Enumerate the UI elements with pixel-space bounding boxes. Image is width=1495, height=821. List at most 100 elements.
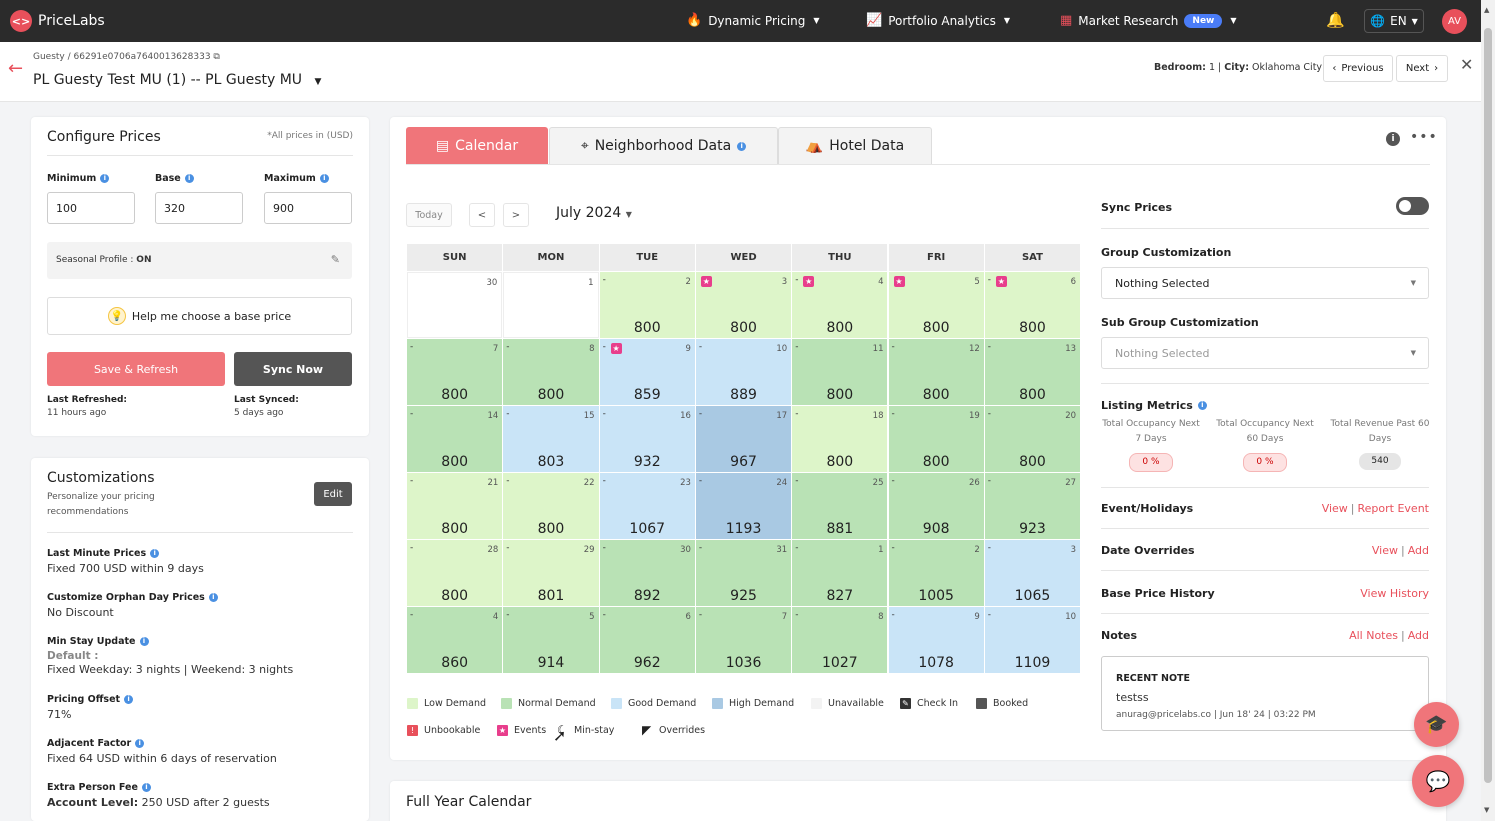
report-event-link[interactable]: Report Event bbox=[1357, 502, 1429, 515]
calendar-day[interactable]: - 22 800 bbox=[503, 473, 599, 539]
calendar-day[interactable]: - 27 923 bbox=[984, 473, 1081, 539]
calendar-day[interactable]: - 2 1005 bbox=[888, 540, 984, 606]
external-link-icon[interactable]: ⧉ bbox=[213, 52, 220, 62]
calendar-day[interactable]: - 28 800 bbox=[407, 540, 503, 606]
sub-group-customization-select[interactable]: Nothing Selected ▼ bbox=[1101, 337, 1429, 369]
calendar-day[interactable]: - 4 860 bbox=[407, 607, 503, 673]
view-history-link[interactable]: View History bbox=[1360, 587, 1429, 600]
more-options-icon[interactable]: ••• bbox=[1410, 129, 1438, 145]
calendar-day[interactable]: - 7 800 bbox=[407, 339, 503, 405]
prev-month-button[interactable]: < bbox=[469, 203, 495, 227]
month-selector[interactable]: July 2024 ▼ bbox=[556, 205, 632, 221]
view-events-link[interactable]: View bbox=[1321, 502, 1348, 515]
tab-hotel-data[interactable]: ⛺ Hotel Data bbox=[778, 127, 932, 164]
add-override-link[interactable]: Add bbox=[1407, 544, 1429, 557]
edit-button[interactable]: Edit bbox=[314, 482, 352, 506]
calendar-day[interactable]: - 29 801 bbox=[503, 540, 599, 606]
nav-dynamic-pricing[interactable]: 🔥 Dynamic Pricing ▼ bbox=[686, 13, 820, 28]
info-icon[interactable]: i bbox=[1197, 401, 1207, 410]
calendar-day[interactable]: - 6 962 bbox=[599, 607, 695, 673]
info-icon[interactable]: i bbox=[737, 141, 747, 151]
previous-button[interactable]: ‹ Previous bbox=[1323, 55, 1393, 82]
sync-prices-toggle[interactable] bbox=[1396, 197, 1429, 215]
next-month-button[interactable]: > bbox=[503, 203, 529, 227]
calendar-day[interactable]: - 25 881 bbox=[792, 473, 888, 539]
info-icon[interactable]: i bbox=[319, 174, 329, 183]
calendar-day[interactable]: - 9 1078 bbox=[888, 607, 984, 673]
calendar-day[interactable]: ★ 3 800 bbox=[695, 272, 792, 338]
help-base-price-button[interactable]: 💡 Help me choose a base price bbox=[47, 297, 352, 335]
calendar-day[interactable]: - 12 800 bbox=[888, 339, 984, 405]
event-star-icon[interactable]: ★ bbox=[610, 343, 622, 354]
info-icon[interactable]: i bbox=[141, 783, 151, 792]
info-icon[interactable]: i bbox=[100, 174, 110, 183]
all-notes-link[interactable]: All Notes bbox=[1349, 629, 1398, 642]
calendar-day[interactable]: - ★ 4 800 bbox=[792, 272, 888, 338]
calendar-day[interactable]: - 17 967 bbox=[695, 406, 792, 472]
close-icon[interactable]: ✕ bbox=[1460, 55, 1474, 74]
calendar-day[interactable]: - 11 800 bbox=[792, 339, 888, 405]
calendar-day[interactable]: - 30 892 bbox=[599, 540, 695, 606]
nav-market-research[interactable]: ▦ Market Research New ▼ bbox=[1060, 13, 1237, 28]
maximum-price-input[interactable] bbox=[264, 192, 352, 224]
calendar-day[interactable]: - 10 1109 bbox=[984, 607, 1081, 673]
calendar-day[interactable]: - 16 932 bbox=[599, 406, 695, 472]
graduation-cap-icon[interactable]: 🎓 bbox=[1414, 702, 1459, 747]
nav-portfolio-analytics[interactable]: 📈 Portfolio Analytics ▼ bbox=[866, 13, 1010, 28]
logo[interactable]: <> PriceLabs bbox=[10, 10, 105, 32]
tab-neighborhood-data[interactable]: ⌖ Neighborhood Data i bbox=[549, 127, 778, 164]
minimum-price-input[interactable] bbox=[47, 192, 135, 224]
tab-calendar[interactable]: ▤ Calendar bbox=[406, 127, 548, 164]
calendar-day[interactable]: - 10 889 bbox=[695, 339, 792, 405]
event-star-icon[interactable]: ★ bbox=[893, 276, 905, 287]
calendar-day[interactable]: - 15 803 bbox=[503, 406, 599, 472]
info-icon[interactable]: i bbox=[124, 695, 134, 704]
save-refresh-button[interactable]: Save & Refresh bbox=[47, 352, 225, 386]
calendar-day[interactable]: - 20 800 bbox=[984, 406, 1081, 472]
calendar-day[interactable]: - 24 1193 bbox=[695, 473, 792, 539]
calendar-day[interactable]: - 3 1065 bbox=[984, 540, 1081, 606]
calendar-day[interactable]: - 13 800 bbox=[984, 339, 1081, 405]
today-button[interactable]: Today bbox=[406, 203, 452, 227]
calendar-day[interactable]: - 8 1027 bbox=[792, 607, 888, 673]
scroll-up-icon[interactable]: ▲ bbox=[1484, 6, 1490, 14]
scroll-thumb[interactable] bbox=[1484, 28, 1492, 783]
calendar-day[interactable]: 1 bbox=[503, 272, 599, 338]
next-button[interactable]: Next › bbox=[1396, 55, 1448, 82]
calendar-day[interactable]: - 7 1036 bbox=[695, 607, 792, 673]
back-arrow-icon[interactable]: ← bbox=[8, 58, 24, 79]
calendar-day[interactable]: - 2 800 bbox=[599, 272, 695, 338]
calendar-day[interactable]: - 21 800 bbox=[407, 473, 503, 539]
event-star-icon[interactable]: ★ bbox=[995, 276, 1007, 287]
group-customization-select[interactable]: Nothing Selected ▼ bbox=[1101, 267, 1429, 299]
calendar-day[interactable]: - 5 914 bbox=[503, 607, 599, 673]
info-icon[interactable]: i bbox=[139, 637, 149, 646]
info-icon[interactable]: i bbox=[208, 593, 218, 602]
pencil-icon[interactable]: ✎ bbox=[330, 253, 340, 266]
page-scrollbar[interactable]: ▲ ▼ bbox=[1481, 0, 1495, 821]
recent-note[interactable]: RECENT NOTE testss anurag@pricelabs.co |… bbox=[1101, 656, 1429, 731]
event-star-icon[interactable]: ★ bbox=[700, 276, 712, 287]
bell-icon[interactable]: 🔔 bbox=[1326, 11, 1345, 29]
calendar-day[interactable]: - 23 1067 bbox=[599, 473, 695, 539]
calendar-day[interactable]: - 19 800 bbox=[888, 406, 984, 472]
calendar-day[interactable]: - 31 925 bbox=[695, 540, 792, 606]
base-price-input[interactable] bbox=[155, 192, 243, 224]
calendar-day[interactable]: - 26 908 bbox=[888, 473, 984, 539]
calendar-day[interactable]: 30 bbox=[407, 272, 503, 338]
calendar-day[interactable]: - 18 800 bbox=[792, 406, 888, 472]
avatar[interactable]: AV bbox=[1442, 9, 1467, 34]
calendar-day[interactable]: - ★ 9 859 bbox=[599, 339, 695, 405]
info-icon[interactable]: i bbox=[150, 549, 160, 558]
calendar-day[interactable]: - ★ 6 800 bbox=[984, 272, 1081, 338]
info-icon[interactable]: i bbox=[1386, 132, 1400, 146]
chat-bubble-icon[interactable]: 💬 bbox=[1412, 755, 1464, 807]
scroll-down-icon[interactable]: ▼ bbox=[1484, 806, 1490, 814]
info-icon[interactable]: i bbox=[135, 739, 145, 748]
calendar-day[interactable]: - 1 827 bbox=[792, 540, 888, 606]
calendar-day[interactable]: - 14 800 bbox=[407, 406, 503, 472]
sync-now-button[interactable]: Sync Now bbox=[234, 352, 352, 386]
info-icon[interactable]: i bbox=[184, 174, 194, 183]
listing-selector[interactable]: PL Guesty Test MU (1) -- PL Guesty MU ▼ bbox=[33, 72, 321, 88]
calendar-day[interactable]: - 8 800 bbox=[503, 339, 599, 405]
